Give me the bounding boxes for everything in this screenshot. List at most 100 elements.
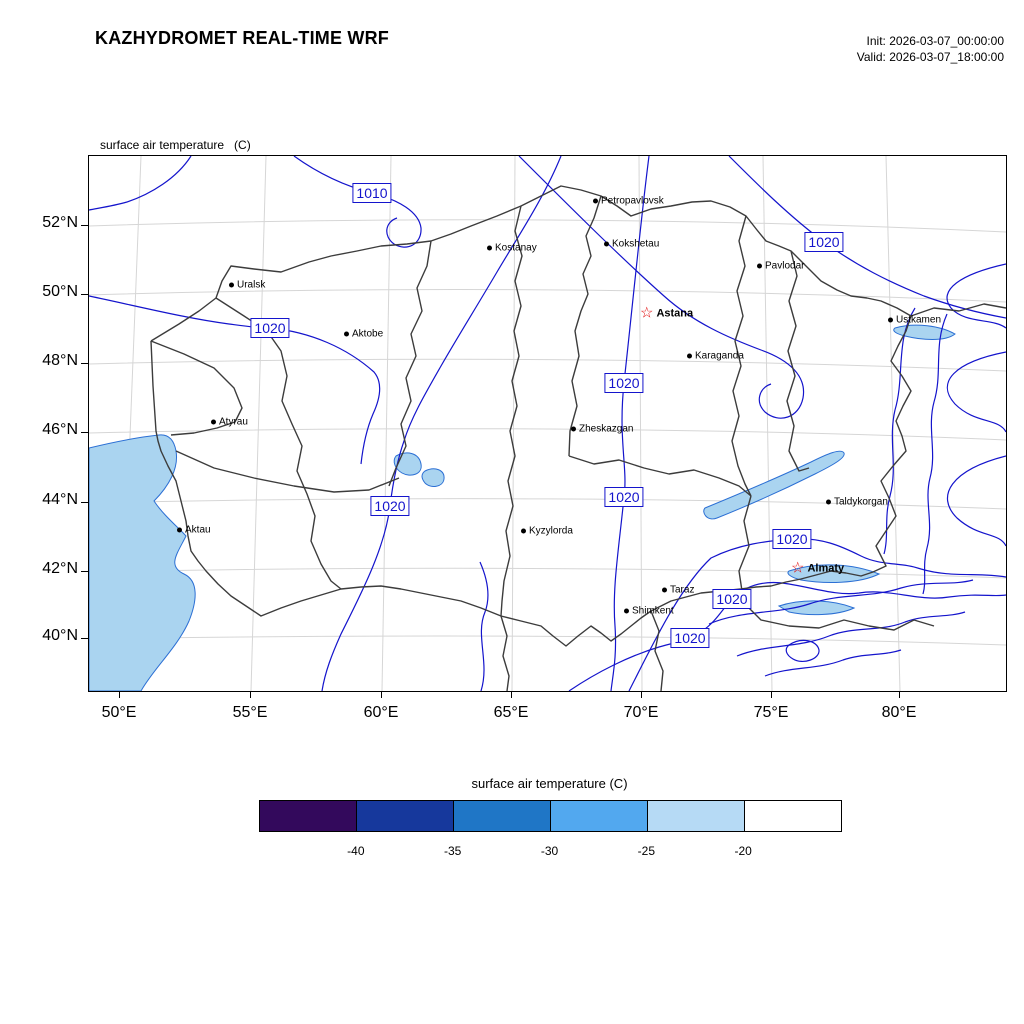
city-dot-icon bbox=[571, 426, 576, 432]
city-dot-icon bbox=[593, 198, 598, 204]
city-label: Aktobe bbox=[352, 328, 384, 340]
pressure-contour-label: 1020 bbox=[804, 232, 844, 252]
lat-tick-label: 44°N bbox=[42, 491, 78, 508]
lat-tick-label: 40°N bbox=[42, 627, 78, 644]
lon-tick-mark bbox=[641, 691, 642, 698]
city-dot-icon bbox=[826, 499, 831, 505]
city-marker: Kostanay bbox=[487, 243, 537, 254]
colorbar-segment bbox=[453, 801, 550, 831]
city-marker: Ustkamen bbox=[888, 315, 941, 326]
lat-tick-label: 52°N bbox=[42, 214, 78, 231]
country-borders bbox=[150, 185, 1006, 691]
kazakhstan-outline bbox=[150, 185, 912, 647]
lat-tick-label: 42°N bbox=[42, 560, 78, 577]
city-marker: Pavlodar bbox=[757, 261, 804, 272]
city-dot-icon bbox=[604, 241, 609, 247]
city-label: Taldykorgan bbox=[834, 496, 888, 508]
pressure-contour-label: 1020 bbox=[370, 496, 410, 516]
city-marker: Aktobe bbox=[344, 329, 383, 340]
city-dot-icon bbox=[487, 245, 492, 251]
temperature-colorbar bbox=[259, 800, 842, 832]
aral-sea-2 bbox=[421, 468, 445, 487]
lon-tick-mark bbox=[511, 691, 512, 698]
map-canvas: Petropavlovsk Kostanay Kokshetau Pavlodar Ur… bbox=[88, 155, 1007, 692]
capital-star-icon: ☆ bbox=[640, 304, 654, 322]
city-label: Almaty bbox=[807, 562, 845, 574]
city-dot-icon bbox=[229, 282, 234, 288]
city-label: Aktau bbox=[185, 524, 211, 536]
pressure-contour-label: 1020 bbox=[772, 529, 812, 549]
city-dot-icon bbox=[521, 528, 526, 534]
lat-tick-mark bbox=[81, 432, 88, 433]
city-label: Shimkent bbox=[632, 605, 674, 617]
colorbar-segment bbox=[550, 801, 647, 831]
colorbar-tick-label: -20 bbox=[734, 844, 752, 858]
lon-tick-mark bbox=[119, 691, 120, 698]
city-marker: Shimkent bbox=[624, 606, 674, 617]
lat-tick-mark bbox=[81, 294, 88, 295]
water-bodies bbox=[89, 324, 956, 691]
colorbar-tick-label: -40 bbox=[347, 844, 365, 858]
pressure-contour-label: 1020 bbox=[250, 318, 290, 338]
lon-tick-mark bbox=[771, 691, 772, 698]
city-label: Kostanay bbox=[495, 242, 537, 254]
lon-tick-label: 55°E bbox=[232, 704, 268, 721]
caspian-sea bbox=[89, 434, 196, 691]
city-marker: Taraz bbox=[662, 585, 694, 596]
lat-tick-mark bbox=[81, 571, 88, 572]
lat-tick-mark bbox=[81, 502, 88, 503]
lon-tick-label: 75°E bbox=[753, 704, 789, 721]
lat-tick-label: 50°N bbox=[42, 283, 78, 300]
field-label-temperature: surface air temperature (C) bbox=[100, 138, 251, 152]
city-dot-icon bbox=[687, 353, 692, 359]
colorbar-segment bbox=[260, 801, 356, 831]
city-dot-icon bbox=[211, 419, 216, 425]
model-run-info: Init: 2026-03-07_00:00:00 Valid: 2026-03… bbox=[857, 33, 1004, 65]
valid-time: Valid: 2026-03-07_18:00:00 bbox=[856, 50, 1004, 64]
city-label: Petropavlovsk bbox=[601, 195, 664, 207]
city-marker: Karaganda bbox=[687, 351, 744, 362]
city-dot-icon bbox=[757, 263, 762, 269]
city-dot-icon bbox=[662, 587, 667, 593]
lon-tick-mark bbox=[250, 691, 251, 698]
city-label: Taraz bbox=[670, 584, 695, 596]
lat-tick-mark bbox=[81, 638, 88, 639]
city-marker: Kyzylorda bbox=[521, 526, 573, 537]
city-marker: Atyrau bbox=[211, 417, 248, 428]
city-marker: Uralsk bbox=[229, 280, 265, 291]
city-label: Karaganda bbox=[695, 350, 744, 362]
lon-tick-mark bbox=[381, 691, 382, 698]
lon-tick-label: 70°E bbox=[623, 704, 659, 721]
lake-zaysan bbox=[893, 324, 956, 340]
city-marker: Aktau bbox=[177, 525, 211, 536]
pressure-contour-label: 1010 bbox=[352, 183, 392, 203]
city-dot-icon bbox=[177, 527, 182, 533]
city-label: Zheskazgan bbox=[579, 423, 634, 435]
lat-tick-mark bbox=[81, 363, 88, 364]
cold-patch-2 bbox=[777, 600, 856, 616]
lon-tick-label: 60°E bbox=[363, 704, 399, 721]
lon-tick-label: 80°E bbox=[881, 704, 917, 721]
colorbar-segment bbox=[744, 801, 841, 831]
city-label: Pavlodar bbox=[765, 260, 805, 272]
city-marker: Petropavlovsk bbox=[593, 196, 664, 207]
lat-tick-label: 48°N bbox=[42, 352, 78, 369]
colorbar-tick-label: -25 bbox=[637, 844, 655, 858]
city-dot-icon bbox=[888, 317, 893, 323]
cold-patch-1 bbox=[787, 564, 881, 583]
pressure-contour-label: 1020 bbox=[604, 487, 644, 507]
capital-city-marker: ☆ Astana bbox=[640, 306, 693, 321]
colorbar-tick-label: -35 bbox=[443, 844, 462, 858]
colorbar-tick-labels: -40 -35 -30 -25 -20 bbox=[259, 844, 840, 862]
city-marker: Kokshetau bbox=[604, 239, 659, 250]
page-title: KAZHYDROMET REAL-TIME WRF bbox=[95, 28, 389, 48]
kazakhstan-map-svg bbox=[89, 156, 1006, 691]
capital-star-icon: ☆ bbox=[791, 559, 805, 577]
city-label: Atyrau bbox=[219, 416, 248, 428]
capital-city-marker: ☆ Almaty bbox=[791, 561, 844, 576]
pressure-contour-label: 1020 bbox=[712, 589, 752, 609]
pressure-contour-label: 1020 bbox=[604, 373, 644, 393]
city-dot-icon bbox=[344, 331, 349, 337]
city-marker: Zheskazgan bbox=[571, 424, 633, 435]
colorbar-tick-label: -30 bbox=[540, 844, 559, 858]
